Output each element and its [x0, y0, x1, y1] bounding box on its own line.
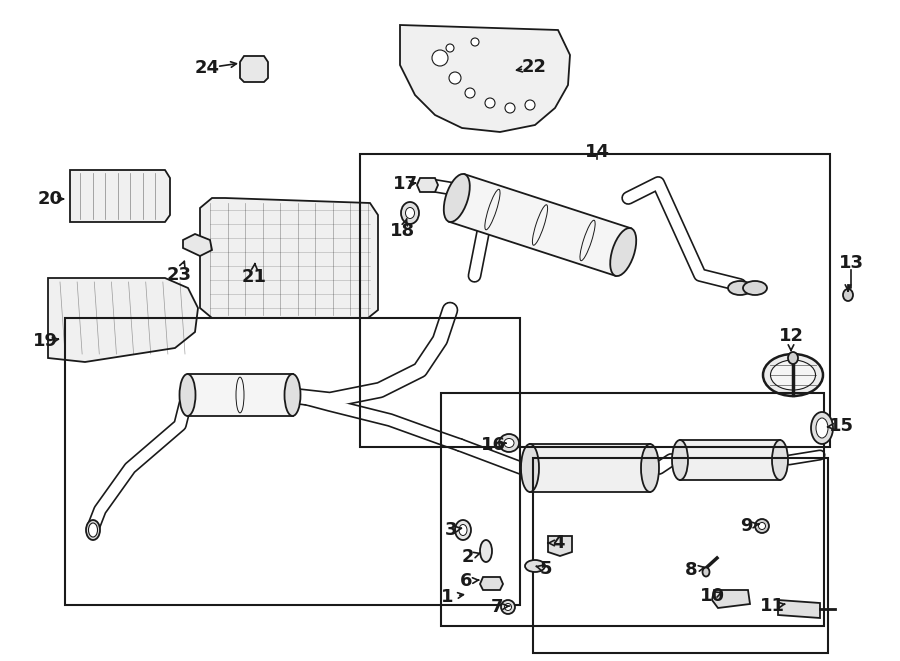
Text: 16: 16	[481, 436, 506, 454]
Ellipse shape	[455, 520, 471, 540]
Text: 19: 19	[32, 332, 58, 350]
Polygon shape	[183, 234, 212, 256]
Text: 7: 7	[491, 598, 503, 616]
Polygon shape	[70, 170, 170, 222]
Bar	[533, 458, 828, 653]
Ellipse shape	[610, 228, 636, 276]
Text: 11: 11	[760, 597, 785, 615]
Ellipse shape	[499, 434, 519, 452]
Text: 10: 10	[699, 587, 725, 605]
Ellipse shape	[505, 603, 511, 611]
Ellipse shape	[444, 174, 470, 222]
Polygon shape	[417, 178, 438, 192]
Text: 17: 17	[392, 175, 418, 193]
Ellipse shape	[179, 374, 195, 416]
Text: 2: 2	[462, 548, 474, 566]
Bar	[449, 175, 631, 276]
Ellipse shape	[763, 354, 823, 396]
Polygon shape	[480, 577, 503, 590]
Ellipse shape	[406, 208, 415, 219]
Ellipse shape	[521, 444, 539, 492]
Text: 21: 21	[241, 268, 266, 286]
Ellipse shape	[432, 50, 448, 66]
Text: 13: 13	[839, 254, 863, 272]
Text: 24: 24	[194, 59, 220, 77]
Text: 8: 8	[685, 561, 698, 579]
Text: 4: 4	[552, 534, 564, 552]
Polygon shape	[548, 536, 572, 556]
Ellipse shape	[504, 438, 514, 447]
Ellipse shape	[86, 520, 100, 540]
Ellipse shape	[485, 98, 495, 108]
Ellipse shape	[401, 202, 419, 224]
Ellipse shape	[816, 418, 828, 438]
Ellipse shape	[525, 100, 535, 110]
Polygon shape	[778, 600, 820, 618]
Text: 9: 9	[740, 517, 752, 535]
Ellipse shape	[284, 374, 301, 416]
Text: 15: 15	[829, 417, 853, 435]
Ellipse shape	[672, 440, 688, 480]
Polygon shape	[712, 590, 750, 608]
Bar	[441, 393, 824, 626]
Polygon shape	[200, 198, 378, 318]
Ellipse shape	[446, 44, 454, 52]
Ellipse shape	[88, 523, 97, 537]
Ellipse shape	[641, 444, 659, 492]
Ellipse shape	[465, 88, 475, 98]
Text: 20: 20	[38, 190, 62, 208]
Text: 22: 22	[521, 58, 546, 76]
Polygon shape	[400, 25, 570, 132]
Ellipse shape	[449, 72, 461, 84]
Text: 23: 23	[166, 266, 192, 284]
Polygon shape	[240, 56, 268, 82]
Bar	[187, 374, 292, 416]
Ellipse shape	[703, 568, 709, 576]
Bar	[530, 444, 650, 492]
Ellipse shape	[772, 440, 788, 480]
Ellipse shape	[471, 38, 479, 46]
Bar	[360, 154, 830, 447]
Ellipse shape	[755, 519, 769, 533]
Bar	[65, 318, 520, 605]
Text: 3: 3	[445, 521, 457, 539]
Polygon shape	[48, 278, 198, 362]
Ellipse shape	[811, 412, 833, 444]
Ellipse shape	[728, 281, 752, 295]
Text: 1: 1	[441, 588, 454, 606]
Text: 6: 6	[460, 572, 473, 590]
Ellipse shape	[505, 103, 515, 113]
Bar	[680, 440, 780, 480]
Ellipse shape	[459, 524, 467, 535]
Text: 18: 18	[391, 222, 416, 240]
Ellipse shape	[770, 360, 815, 390]
Ellipse shape	[788, 352, 798, 364]
Text: 12: 12	[778, 327, 804, 345]
Ellipse shape	[501, 600, 515, 614]
Ellipse shape	[759, 522, 766, 529]
Ellipse shape	[480, 540, 492, 562]
Text: 14: 14	[584, 143, 609, 161]
Text: 5: 5	[540, 560, 553, 578]
Ellipse shape	[743, 281, 767, 295]
Ellipse shape	[843, 289, 853, 301]
Ellipse shape	[525, 560, 545, 572]
